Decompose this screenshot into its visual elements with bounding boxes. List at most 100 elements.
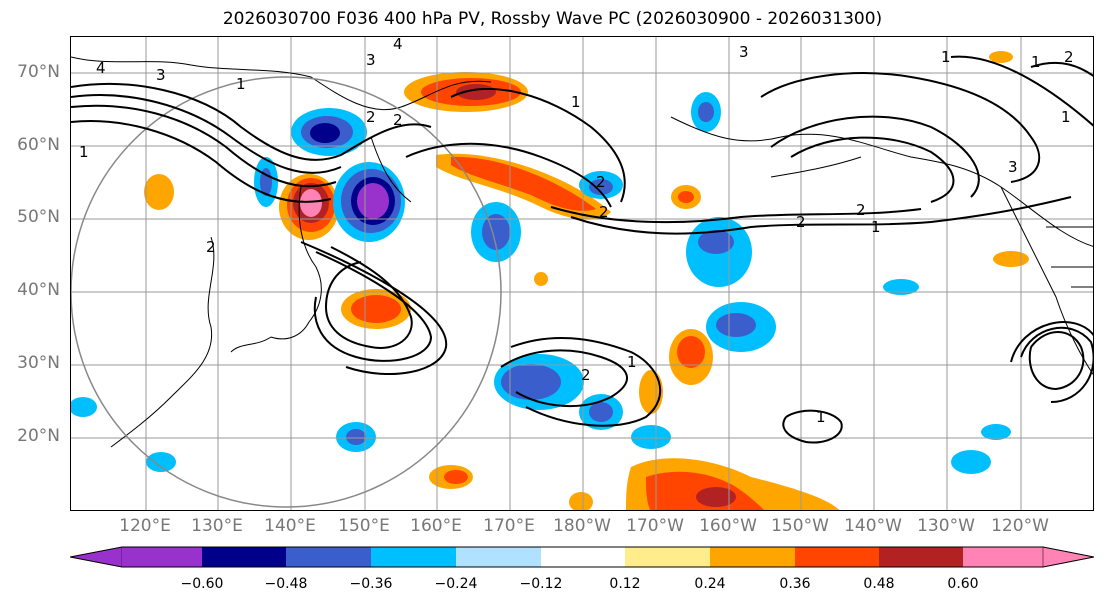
lon-label-150e: 150°E [338, 516, 390, 536]
colorbar-segment [879, 547, 963, 567]
colorbar-tick-label: −0.48 [264, 576, 308, 592]
colorbar-tick-label: 0.60 [947, 576, 979, 592]
lat-label-70n: 70°N [17, 62, 60, 82]
positive-anomaly-patch [351, 295, 401, 323]
colorbar-tick-label: −0.60 [180, 576, 224, 592]
negative-anomaly-patch [631, 425, 671, 449]
colorbar-tick-label: −0.12 [519, 576, 563, 592]
contour-label: 1 [816, 408, 826, 426]
contour-label: 1 [236, 75, 246, 93]
contour-label: 1 [941, 48, 951, 66]
lon-label-150w: 150°W [771, 516, 829, 536]
colorbar-segment [456, 547, 541, 567]
lon-label-160w: 160°W [699, 516, 757, 536]
pv-contours [71, 55, 1093, 444]
negative-anomaly-patch [716, 313, 756, 337]
colorbar-extend-low [70, 546, 123, 568]
positive-anomaly-patch [300, 189, 322, 217]
lon-label-130e: 130°E [191, 516, 243, 536]
contour-label: 2 [206, 238, 216, 256]
contour-label: 1 [1061, 108, 1071, 126]
coastlines [71, 56, 1093, 448]
colorbar-extend-high [1042, 546, 1094, 568]
colorbar-segment [371, 547, 456, 567]
colorbar-tick-label: −0.36 [349, 576, 393, 592]
negative-anomaly-patch [357, 183, 389, 219]
lon-label-170e: 170°E [483, 516, 535, 536]
map-panel: 4 3 3 4 1 1 3 2 2 2 2 1 1 2 2 3 2 1 1 2 … [70, 36, 1094, 511]
negative-anomaly-patch [589, 402, 613, 422]
contour-label: 2 [366, 108, 376, 126]
lat-label-40n: 40°N [17, 280, 60, 300]
negative-anomaly-patch [346, 429, 366, 445]
contour-label: 3 [1008, 158, 1018, 176]
positive-anomaly-patch [678, 191, 694, 203]
contour-label: 3 [739, 43, 749, 61]
contour-label: 1 [1031, 53, 1041, 71]
positive-anomaly-patch [989, 51, 1013, 63]
colorbar [70, 546, 1094, 568]
map-title: 2026030700 F036 400 hPa PV, Rossby Wave … [222, 9, 883, 29]
lon-label-170w: 170°W [626, 516, 684, 536]
reference-circle [71, 76, 502, 508]
colorbar-tick-label: −0.24 [434, 576, 478, 592]
lat-label-60n: 60°N [17, 135, 60, 155]
lon-label-160e: 160°E [410, 516, 462, 536]
contour-label: 3 [156, 66, 166, 84]
colorbar-segment [625, 547, 710, 567]
lon-label-120e: 120°E [119, 516, 171, 536]
lon-label-140w: 140°W [844, 516, 902, 536]
contour-label: 2 [581, 366, 591, 384]
negative-anomaly-patch [883, 279, 919, 295]
contour-label: 2 [796, 213, 806, 231]
colorbar-segment [202, 547, 286, 567]
colorbar-segment [541, 547, 625, 567]
contour-label: 3 [366, 51, 376, 69]
positive-anomaly-patch [993, 251, 1029, 267]
negative-anomaly-patch [951, 450, 991, 474]
lon-label-140e: 140°E [264, 516, 316, 536]
lat-label-30n: 30°N [17, 353, 60, 373]
contour-label: 2 [856, 201, 866, 219]
contour-label: 2 [599, 203, 609, 221]
positive-anomaly-patch [677, 336, 705, 368]
contour-label: 4 [96, 59, 106, 77]
colorbar-tick-label: 0.48 [863, 576, 895, 592]
positive-anomaly-patch [569, 492, 593, 510]
contour-label: 2 [393, 111, 403, 129]
contour-label: 1 [79, 143, 89, 161]
pv-anomaly-fill [71, 51, 1029, 510]
contour-label: 1 [871, 218, 881, 236]
positive-anomaly-patch [451, 156, 596, 211]
contour-label: 1 [627, 353, 637, 371]
lon-label-130w: 130°W [917, 516, 975, 536]
negative-anomaly-patch [146, 452, 176, 472]
lon-label-120w: 120°W [991, 516, 1049, 536]
positive-anomaly-patch [444, 470, 468, 484]
negative-anomaly-patch [698, 102, 714, 122]
lat-label-50n: 50°N [17, 207, 60, 227]
contour-label: 2 [596, 173, 606, 191]
lon-label-180w: 180°W [553, 516, 611, 536]
negative-anomaly-patch [501, 364, 561, 400]
negative-anomaly-patch [981, 424, 1011, 440]
colorbar-segment [286, 547, 371, 567]
negative-anomaly-patch [589, 179, 613, 195]
colorbar-segment [710, 547, 795, 567]
colorbar-segment [963, 547, 1043, 567]
negative-anomaly-patch [698, 230, 734, 254]
map-canvas: 4 3 3 4 1 1 3 2 2 2 2 1 1 2 2 3 2 1 1 2 … [71, 37, 1093, 510]
contour-label: 1 [571, 93, 581, 111]
colorbar-tick-label: 0.12 [609, 576, 641, 592]
colorbar-tick-label: 0.36 [779, 576, 811, 592]
graticule [71, 37, 1093, 510]
colorbar-tick-label: 0.24 [694, 576, 726, 592]
contour-labels: 4 3 3 4 1 1 3 2 2 2 2 1 1 2 2 3 2 1 1 2 … [79, 37, 1074, 426]
negative-anomaly-patch [310, 123, 340, 143]
positive-anomaly-patch [144, 174, 174, 210]
colorbar-segment [122, 547, 202, 567]
contour-label: 2 [1064, 48, 1074, 66]
negative-anomaly-patch [260, 168, 272, 196]
positive-anomaly-patch [534, 272, 548, 286]
colorbar-outline [70, 546, 1094, 568]
